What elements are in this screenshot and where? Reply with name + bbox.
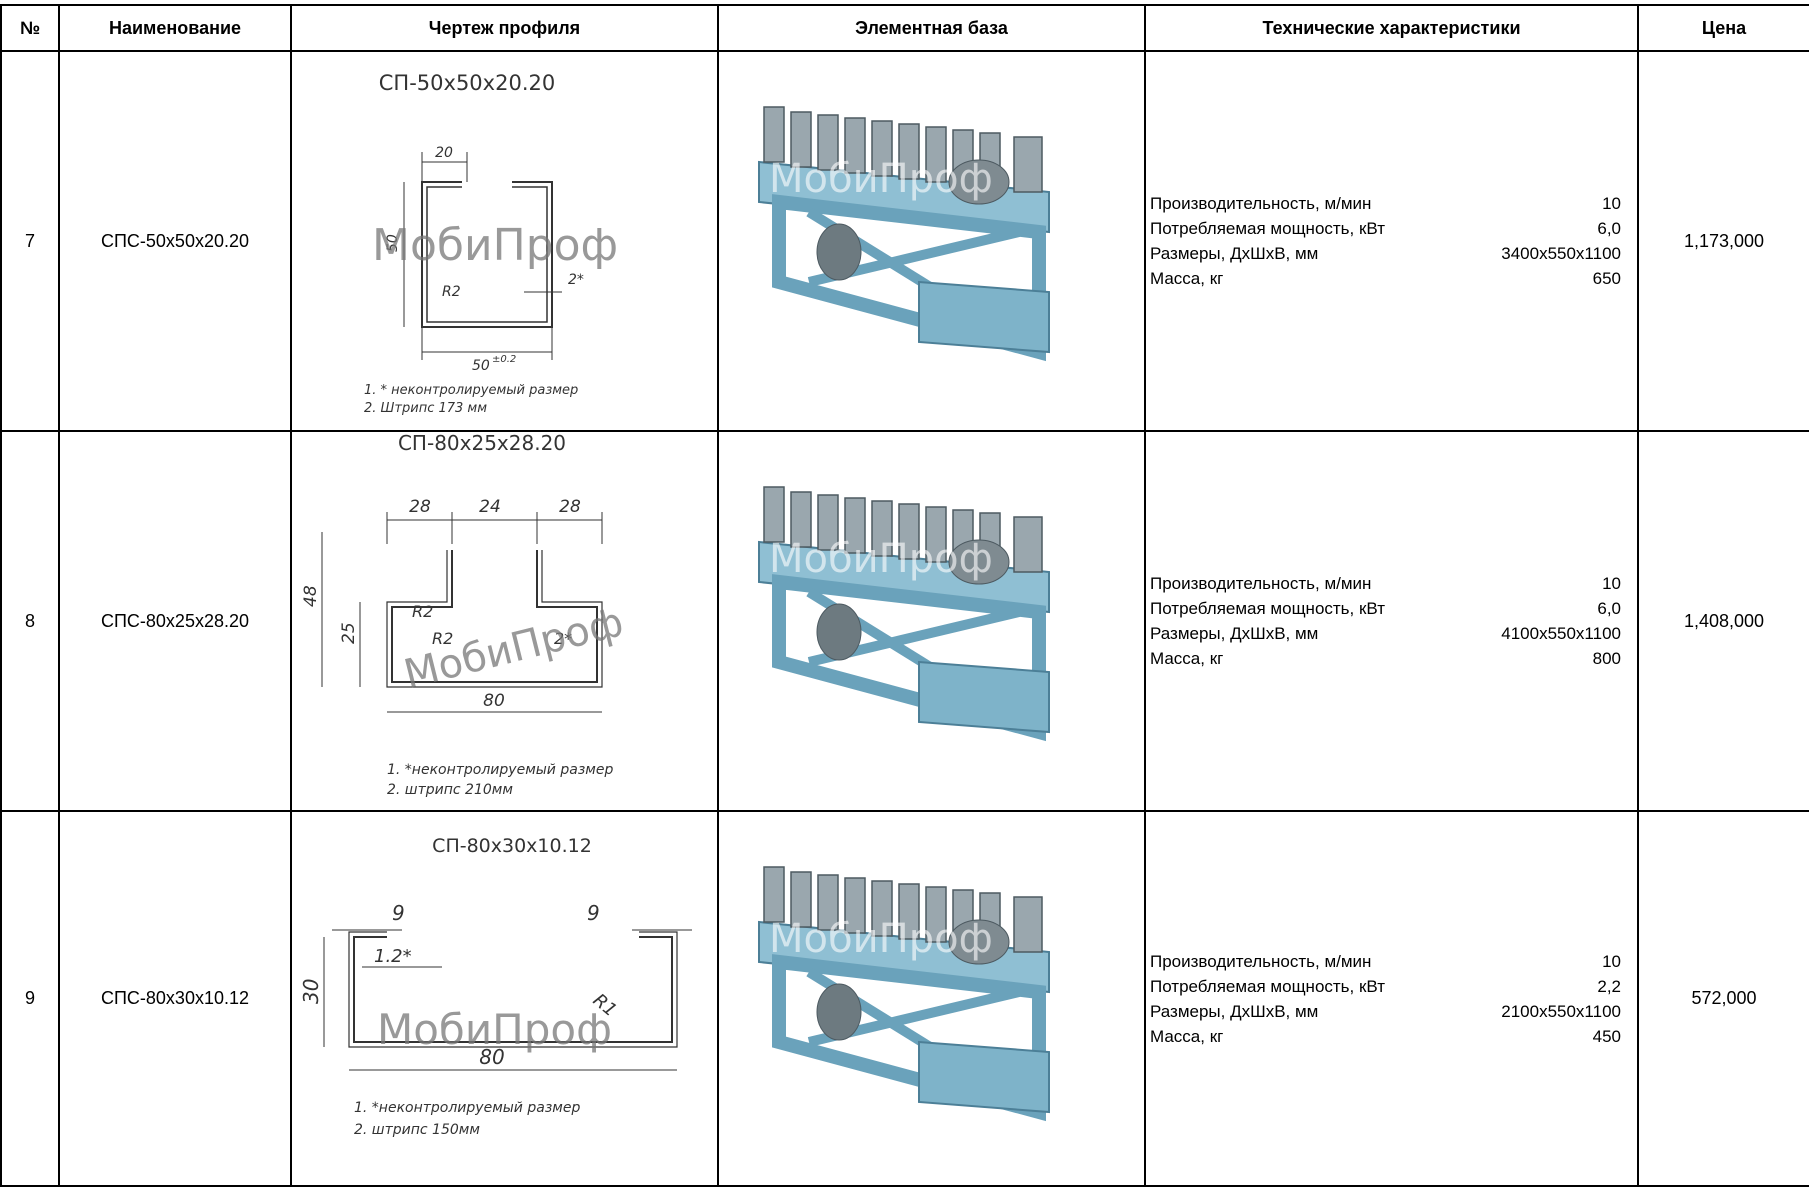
row-number: 8	[0, 430, 60, 812]
dim-radius: R2	[442, 284, 461, 300]
dim-thickness: 1.2*	[374, 946, 412, 967]
dim-bottom: 80	[483, 691, 505, 711]
spec-mass: Масса, кг 650	[1150, 269, 1621, 288]
watermark: МобиПроф	[769, 916, 993, 962]
spec-productivity: Производительность, м/мин 10	[1150, 194, 1621, 213]
price-table: № Наименование Чертеж профиля Элементная…	[0, 4, 1809, 1187]
spec-dimensions: Размеры, ДхШхВ, мм 3400х550х1100	[1150, 244, 1621, 263]
dim-bottom: 50	[472, 358, 490, 374]
price: 1,173,000	[1637, 50, 1809, 432]
spec-mass: Масса, кг 450	[1150, 1026, 1621, 1046]
dim-thickness: 2*	[554, 629, 572, 648]
profile-drawing: СП-80х25х28.20 28 24 28 48 25 R2 R2 2*	[290, 430, 719, 812]
tech-specs: Производительность, м/мин 10 Потребляемая…	[1144, 50, 1639, 432]
table-row: 7 СПС-50х50х20.20 СП-50х50х20.20 20 50 5…	[0, 50, 1809, 432]
row-number: 7	[0, 50, 60, 432]
dim-top-mid: 24	[479, 497, 501, 517]
product-name: СПС-80х25х28.20	[58, 430, 292, 812]
spec-productivity: Производительность, м/мин 10	[1150, 951, 1621, 971]
dim-height: 30	[299, 979, 323, 1004]
machine-image: МобиПроф	[717, 50, 1146, 432]
profile-drawing: СП-80х30х10.12 9 9 30 1.2* R1 80 МобиПро…	[290, 810, 719, 1187]
machine-image: МобиПроф	[717, 810, 1146, 1187]
dim-inner: 25	[339, 622, 359, 644]
dim-radius-1: R2	[412, 602, 433, 621]
header-name: Наименование	[58, 4, 292, 52]
header-drawing: Чертеж профиля	[290, 4, 719, 52]
spec-dimensions: Размеры, ДхШхВ, мм 2100х550х1100	[1150, 1001, 1621, 1021]
profile-drawing-svg: СП-80х25х28.20 28 24 28 48 25 R2 R2 2*	[301, 432, 628, 798]
drawing-title: СП-80х25х28.20	[398, 432, 566, 455]
spec-mass: Масса, кг 800	[1150, 649, 1621, 668]
watermark: МобиПроф	[769, 536, 993, 582]
watermark: МобиПроф	[377, 1005, 612, 1054]
table-header: № Наименование Чертеж профиля Элементная…	[0, 4, 1809, 52]
spec-power: Потребляемая мощность, кВт 6,0	[1150, 599, 1621, 618]
watermark: МобиПроф	[372, 220, 618, 271]
header-num: №	[0, 4, 60, 52]
dim-bottom: 80	[479, 1045, 504, 1069]
dim-thickness: 2*	[568, 272, 584, 288]
drawing-note-1: 1. * неконтролируемый размер	[364, 383, 578, 398]
dim-height: 48	[301, 585, 321, 607]
dim-top-left: 9	[392, 901, 405, 925]
watermark: МобиПроф	[400, 599, 628, 698]
tech-specs: Производительность, м/мин 10 Потребляемая…	[1144, 430, 1639, 812]
row-number: 9	[0, 810, 60, 1187]
spec-power: Потребляемая мощность, кВт 2,2	[1150, 976, 1621, 996]
dim-top-right: 28	[559, 497, 581, 517]
drawing-note-2: 2. штрипс 210мм	[387, 782, 513, 798]
header-price: Цена	[1637, 4, 1809, 52]
dim-bottom-tol: ±0.2	[492, 354, 516, 365]
drawing-title: СП-80х30х10.12	[432, 835, 592, 857]
machine-image-svg: МобиПроф	[758, 866, 1050, 1122]
profile-drawing: СП-50х50х20.20 20 50 50 ±0.2 R2 2*	[290, 50, 719, 432]
table-row: 9 СПС-80х30х10.12 СП-80х30х10.12 9 9 30 …	[0, 810, 1809, 1187]
dim-radius-2: R2	[432, 629, 453, 648]
watermark: МобиПроф	[769, 156, 993, 202]
machine-image-svg: МобиПроф	[758, 106, 1050, 362]
price: 1,408,000	[1637, 430, 1809, 812]
table-row: 8 СПС-80х25х28.20 СП-80х25х28.20 28 24 2…	[0, 430, 1809, 812]
price: 572,000	[1637, 810, 1809, 1187]
profile-drawing-svg: СП-80х30х10.12 9 9 30 1.2* R1 80 МобиПро…	[299, 835, 692, 1138]
drawing-title: СП-50х50х20.20	[379, 71, 555, 95]
drawing-note-2: 2. Штрипс 173 мм	[364, 401, 487, 416]
machine-image-svg: МобиПроф	[758, 486, 1050, 742]
dim-height: 50	[385, 234, 401, 252]
header-specs: Технические характеристики	[1144, 4, 1639, 52]
product-name: СПС-50х50х20.20	[58, 50, 292, 432]
tech-specs: Производительность, м/мин 10 Потребляемая…	[1144, 810, 1639, 1187]
spec-dimensions: Размеры, ДхШхВ, мм 4100х550х1100	[1150, 624, 1621, 643]
machine-image: МобиПроф	[717, 430, 1146, 812]
header-base: Элементная база	[717, 4, 1146, 52]
spec-power: Потребляемая мощность, кВт 6,0	[1150, 219, 1621, 238]
dim-top: 20	[435, 145, 453, 161]
profile-drawing-svg: СП-50х50х20.20 20 50 50 ±0.2 R2 2*	[364, 71, 618, 416]
product-name: СПС-80х30х10.12	[58, 810, 292, 1187]
drawing-note-1: 1. *неконтролируемый размер	[387, 762, 613, 778]
drawing-note-2: 2. штрипс 150мм	[354, 1122, 480, 1138]
spec-productivity: Производительность, м/мин 10	[1150, 574, 1621, 593]
dim-top-left: 28	[409, 497, 431, 517]
drawing-note-1: 1. *неконтролируемый размер	[354, 1100, 580, 1116]
dim-top-right: 9	[587, 901, 600, 925]
